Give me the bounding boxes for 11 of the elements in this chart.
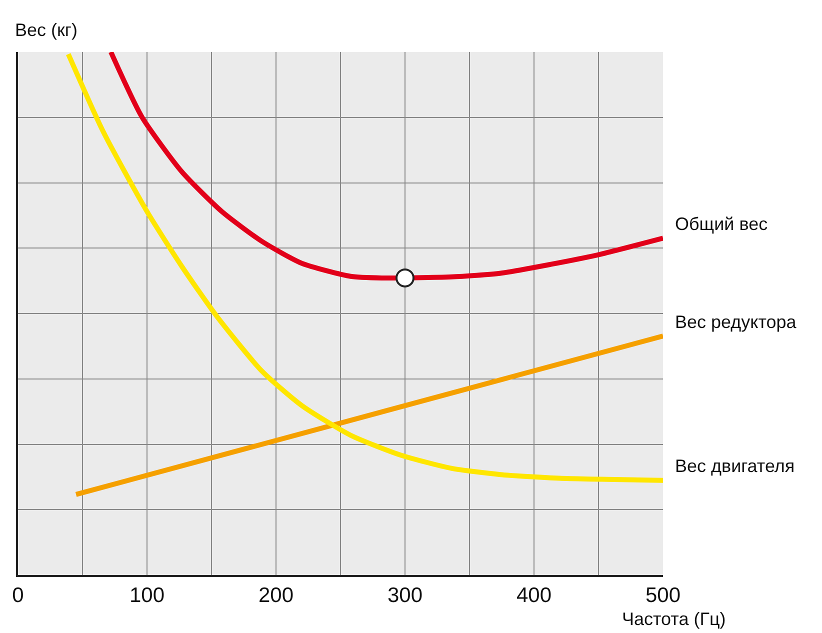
series-label: Общий вес: [675, 214, 768, 234]
x-tick-label: 100: [129, 584, 165, 608]
series-label: Вес редуктора: [675, 312, 798, 332]
x-tick-label: 400: [516, 584, 552, 608]
x-axis-title: Частота (Гц): [622, 609, 726, 629]
x-tick-label: 200: [258, 584, 294, 608]
x-tick-label: 300: [387, 584, 423, 608]
y-axis-title: Вес (кг): [15, 20, 78, 40]
x-tick-label: 500: [645, 584, 681, 608]
x-tick-label: 0: [12, 584, 24, 608]
series-label: Вес двигателя: [675, 456, 795, 476]
